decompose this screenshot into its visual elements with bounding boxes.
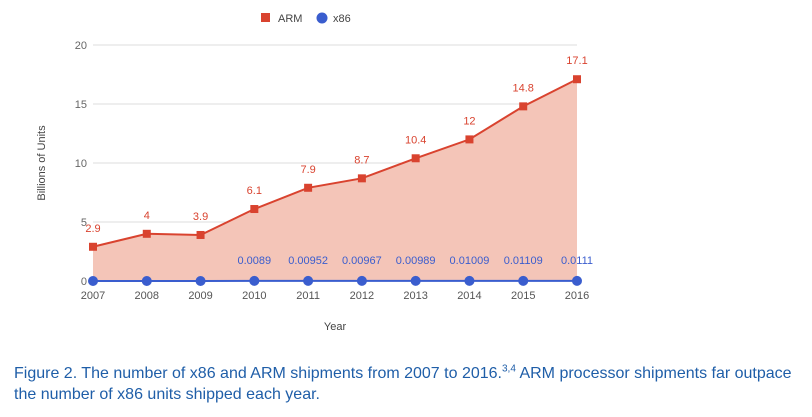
x-tick-label: 2012 — [350, 290, 374, 302]
arm-point — [89, 242, 97, 251]
arm-point — [142, 229, 151, 238]
y-tick-label: 0 — [81, 276, 87, 288]
axis-ticks: 0 5 10 15 20 2007 2008 2009 2010 2011 2012 2013 2014… — [75, 40, 589, 302]
x-tick-label: 2010 — [242, 290, 266, 302]
arm-data-label: 2.9 — [85, 223, 100, 235]
x86-point — [141, 276, 152, 286]
x86-point — [518, 275, 529, 286]
x86-point — [303, 275, 314, 286]
arm-data-label: 14.8 — [513, 82, 534, 94]
arm-point — [250, 205, 259, 214]
x86-data-label: 0.00989 — [396, 255, 436, 267]
arm-data-label: 7.9 — [300, 164, 315, 176]
arm-data-label: 12 — [463, 115, 475, 127]
legend-x86-swatch — [316, 12, 328, 24]
arm-point — [304, 183, 313, 192]
arm-line — [92, 78, 578, 248]
data-labels: 0.0089 0.00952 0.00967 0.00989 0.01009 0.0110… — [85, 55, 593, 267]
x86-point — [88, 276, 98, 286]
x86-point — [356, 275, 367, 286]
legend-arm-swatch — [261, 13, 270, 22]
legend-arm-label: ARM — [278, 13, 302, 25]
arm-area-fill — [93, 79, 577, 281]
arm-area — [93, 79, 577, 281]
figure-caption: Figure 2. The number of x86 and ARM ship… — [14, 363, 804, 405]
arm-point — [519, 102, 528, 111]
x86-point — [464, 275, 475, 286]
x86-data-label: 0.00967 — [342, 255, 382, 267]
x-tick-label: 2016 — [565, 290, 589, 302]
arm-data-label: 6.1 — [247, 185, 262, 197]
x-tick-label: 2015 — [511, 290, 535, 302]
arm-data-label: 17.1 — [566, 55, 587, 67]
series-lines — [92, 78, 578, 282]
y-tick-label: 10 — [75, 158, 87, 170]
arm-data-label: 4 — [144, 210, 150, 222]
legend: ARM x86 — [261, 12, 351, 25]
x-tick-label: 2014 — [457, 290, 481, 302]
arm-point — [465, 135, 474, 144]
caption-text-continued: ARM processor shipments far outpace the … — [14, 365, 792, 403]
arm-data-label: 10.4 — [405, 134, 426, 146]
arm-data-label: 3.9 — [193, 211, 208, 223]
series-points — [88, 75, 582, 286]
x86-data-label: 0.01009 — [450, 255, 490, 267]
x-tick-label: 2009 — [188, 290, 212, 302]
x86-data-label: 0.01109 — [504, 255, 543, 267]
y-tick-label: 15 — [75, 99, 87, 111]
y-axis-label: Billions of Units — [36, 125, 48, 201]
x86-point — [249, 275, 260, 286]
x86-data-label: 0.0089 — [238, 255, 272, 267]
chart-svg: 0.0089 0.00952 0.00967 0.00989 0.01009 0.0110… — [36, 12, 593, 333]
arm-data-label: 8.7 — [354, 154, 369, 166]
y-tick-label: 5 — [81, 217, 87, 229]
arm-point — [411, 154, 420, 163]
x-tick-label: 2013 — [403, 290, 427, 302]
x86-point — [195, 276, 206, 286]
y-tick-label: 20 — [75, 40, 87, 52]
x86-point — [572, 275, 582, 286]
arm-point — [357, 174, 366, 183]
x-tick-label: 2011 — [296, 290, 320, 302]
x86-point — [410, 275, 421, 286]
legend-x86-label: x86 — [333, 13, 351, 25]
arm-point — [196, 230, 205, 239]
arm-point — [573, 75, 581, 84]
x86-data-label: 0.0111 — [561, 255, 593, 267]
x-axis-label: Year — [324, 321, 347, 333]
x-tick-label: 2008 — [135, 290, 159, 302]
caption-text: Figure 2. The number of x86 and ARM ship… — [14, 365, 502, 382]
caption-superscript: 3,4 — [501, 363, 516, 375]
x-tick-label: 2007 — [81, 290, 105, 302]
x86-data-label: 0.00952 — [288, 255, 328, 267]
